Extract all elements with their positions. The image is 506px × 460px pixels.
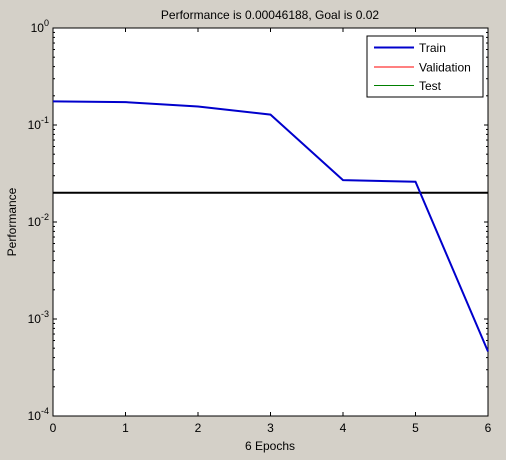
y-tick-label: 100 [31,18,49,35]
x-tick-label: 3 [267,421,274,435]
legend: Train Validation Test [366,35,484,98]
x-tick-label: 4 [340,421,347,435]
x-tick-label: 2 [195,421,202,435]
x-tick-label: 5 [412,421,419,435]
series-line-train [52,100,489,352]
x-tick-label: 1 [122,421,129,435]
y-tick-label: 10-2 [28,212,49,229]
legend-label-validation: Validation [419,61,471,75]
x-axis-label: 6 Epochs [245,439,295,453]
x-tick-label: 0 [50,421,57,435]
legend-label-train: Train [419,41,446,55]
y-tick-label: 10-1 [28,115,49,132]
y-axis-label: Performance [5,187,19,256]
series-layer [52,100,489,352]
y-tick-label: 10-3 [28,309,49,326]
axis-ticks: 0 1 2 3 4 5 6 100 10-1 10-2 10-3 10-4 [28,18,492,435]
y-tick-label: 10-4 [28,406,49,423]
x-tick-label: 6 [485,421,492,435]
legend-label-test: Test [419,79,442,93]
chart-title: Performance is 0.00046188, Goal is 0.02 [161,8,379,22]
